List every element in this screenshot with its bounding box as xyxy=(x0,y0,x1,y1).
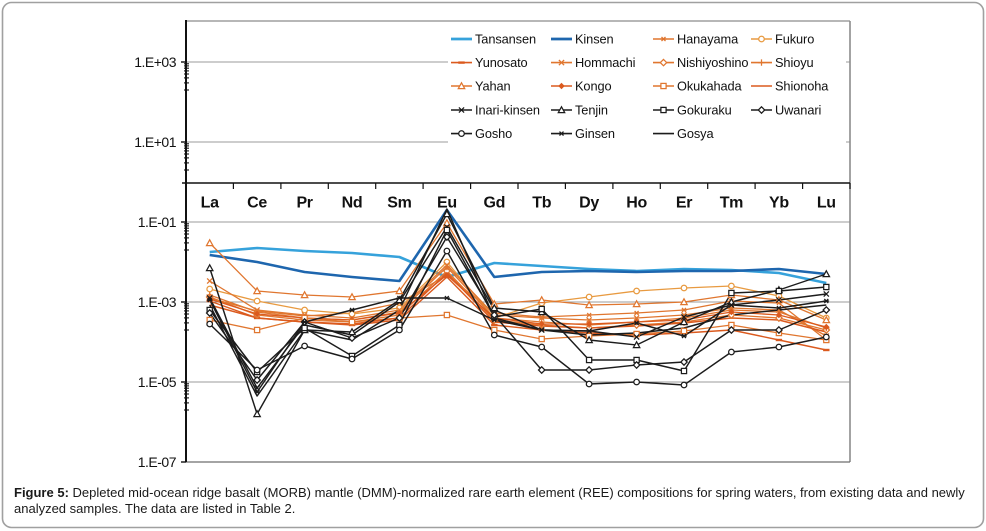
svg-text:Er: Er xyxy=(676,195,692,212)
svg-text:La: La xyxy=(201,195,219,212)
svg-text:Ho: Ho xyxy=(626,195,647,212)
svg-text:Dy: Dy xyxy=(579,195,599,212)
svg-text:Gosya: Gosya xyxy=(677,126,714,141)
svg-text:Uwanari: Uwanari xyxy=(775,103,821,118)
svg-text:Ginsen: Ginsen xyxy=(575,126,615,141)
svg-text:Kinsen: Kinsen xyxy=(575,32,614,47)
svg-text:Shioyu: Shioyu xyxy=(775,55,814,70)
svg-text:Hommachi: Hommachi xyxy=(575,55,635,70)
svg-text:Okukahada: Okukahada xyxy=(677,79,743,94)
svg-text:Hanayama: Hanayama xyxy=(677,32,739,47)
svg-text:Tm: Tm xyxy=(720,195,743,212)
svg-text:Lu: Lu xyxy=(817,195,836,212)
svg-text:Tansansen: Tansansen xyxy=(475,32,536,47)
svg-text:1.E+01: 1.E+01 xyxy=(134,134,176,150)
svg-text:Gd: Gd xyxy=(483,195,505,212)
svg-text:Yahan: Yahan xyxy=(475,79,511,94)
svg-text:Kongo: Kongo xyxy=(575,79,612,94)
svg-text:Tenjin: Tenjin xyxy=(575,103,608,118)
svg-text:Yb: Yb xyxy=(769,195,789,212)
svg-text:Fukuro: Fukuro xyxy=(775,32,814,47)
svg-text:Gokuraku: Gokuraku xyxy=(677,103,732,118)
svg-text:Nishiyoshino: Nishiyoshino xyxy=(677,55,748,70)
svg-text:Inari-kinsen: Inari-kinsen xyxy=(475,103,540,118)
svg-text:Ce: Ce xyxy=(247,195,267,212)
svg-text:Eu: Eu xyxy=(437,195,457,212)
svg-text:Gosho: Gosho xyxy=(475,126,512,141)
svg-text:Yunosato: Yunosato xyxy=(475,55,528,70)
svg-text:Sm: Sm xyxy=(387,195,411,212)
svg-text:Tb: Tb xyxy=(532,195,551,212)
svg-text:1.E-07: 1.E-07 xyxy=(138,454,177,470)
svg-text:1.E+03: 1.E+03 xyxy=(134,54,176,70)
svg-text:Shionoha: Shionoha xyxy=(775,79,829,94)
svg-text:Pr: Pr xyxy=(296,195,312,212)
svg-text:Nd: Nd xyxy=(342,195,363,212)
svg-text:1.E-03: 1.E-03 xyxy=(138,294,177,310)
svg-text:1.E-01: 1.E-01 xyxy=(138,214,177,230)
svg-text:1.E-05: 1.E-05 xyxy=(138,374,177,390)
